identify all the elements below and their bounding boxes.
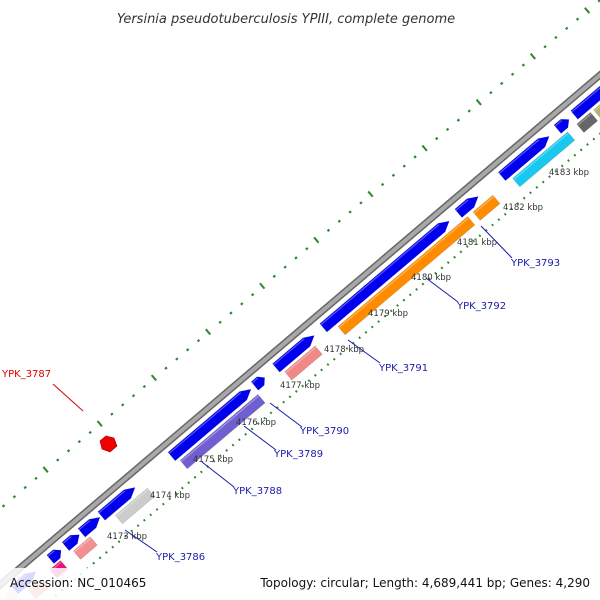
forward-gene[interactable] (77, 513, 103, 538)
inner-tick-line (48, 132, 600, 600)
gene-leader-line (201, 461, 235, 488)
reverse-gene[interactable] (284, 345, 323, 381)
kbp-tick-label: 4173 kbp (107, 532, 147, 542)
forward-strand-genes (10, 71, 600, 595)
kbp-tick-labels: 4173 kbp 4174 kbp 4175 kbp 4176 kbp 4177 kbp… (107, 168, 589, 542)
kbp-tick-label: 4180 kbp (411, 273, 451, 283)
gene-leader-line (480, 225, 513, 259)
reverse-gene[interactable] (576, 112, 599, 133)
gene-leader-line (243, 425, 277, 451)
kbp-tick-label: 4177 kbp (280, 381, 320, 391)
gene-label[interactable]: YPK_3786 (155, 552, 205, 563)
reverse-gene[interactable] (472, 194, 501, 221)
forward-gene[interactable] (319, 217, 453, 333)
gene-ypk3787-marker[interactable] (99, 435, 118, 453)
forward-gene[interactable] (61, 531, 83, 552)
forward-gene[interactable] (454, 192, 482, 218)
gene-label[interactable]: YPK_3792 (456, 301, 506, 312)
kbp-tick-label: 4174 kbp (150, 491, 190, 501)
gene-label[interactable]: YPK_3793 (510, 258, 560, 269)
forward-gene[interactable] (497, 132, 552, 182)
forward-gene[interactable] (97, 483, 139, 521)
gene-labels: YPK_3786 YPK_3787 YPK_3788 YPK_3789 YPK_3790… (1, 225, 560, 563)
forward-gene[interactable] (553, 115, 573, 134)
gene-leader-line (124, 529, 158, 553)
forward-gene[interactable] (250, 373, 268, 391)
reverse-gene[interactable] (337, 216, 476, 336)
outer-guide-ticks (1, 0, 600, 508)
reverse-gene[interactable] (512, 131, 576, 188)
kbp-tick-label: 4181 kbp (457, 238, 497, 248)
kbp-tick-label: 4175 kbp (193, 455, 233, 465)
kbp-tick-label: 4178 kbp (324, 345, 364, 355)
kbp-tick-label: 4182 kbp (503, 203, 543, 213)
reverse-gene[interactable] (114, 487, 155, 525)
map-title: Yersinia pseudotuberculosis YPIII, compl… (117, 12, 455, 27)
forward-gene[interactable] (570, 71, 600, 120)
forward-gene[interactable] (46, 546, 65, 564)
gene-leader-line (347, 339, 381, 364)
kbp-tick-label: 4183 kbp (549, 168, 589, 178)
kbp-tick-label: 4176 kbp (236, 418, 276, 428)
gene-leader-line (269, 402, 303, 428)
genome-backbone (0, 70, 600, 590)
gene-label[interactable]: YPK_3788 (232, 486, 282, 497)
reverse-strand-genes (27, 44, 600, 600)
reverse-gene[interactable] (593, 44, 600, 119)
genome-summary-text: Topology: circular; Length: 4,689,441 bp… (259, 576, 590, 590)
reverse-gene[interactable] (72, 536, 98, 560)
forward-gene[interactable] (167, 385, 254, 462)
reverse-gene[interactable] (179, 394, 266, 470)
kbp-tick-label: 4179 kbp (368, 309, 408, 319)
accession-text: Accession: NC_010465 (10, 576, 146, 590)
gene-leader-line (52, 383, 84, 412)
gene-label[interactable]: YPK_3790 (299, 426, 349, 437)
gene-label[interactable]: YPK_3787 (1, 369, 51, 380)
gene-leader-line (425, 277, 459, 303)
gene-label[interactable]: YPK_3791 (378, 363, 428, 374)
forward-gene[interactable] (272, 331, 318, 373)
gene-label[interactable]: YPK_3789 (273, 449, 323, 460)
